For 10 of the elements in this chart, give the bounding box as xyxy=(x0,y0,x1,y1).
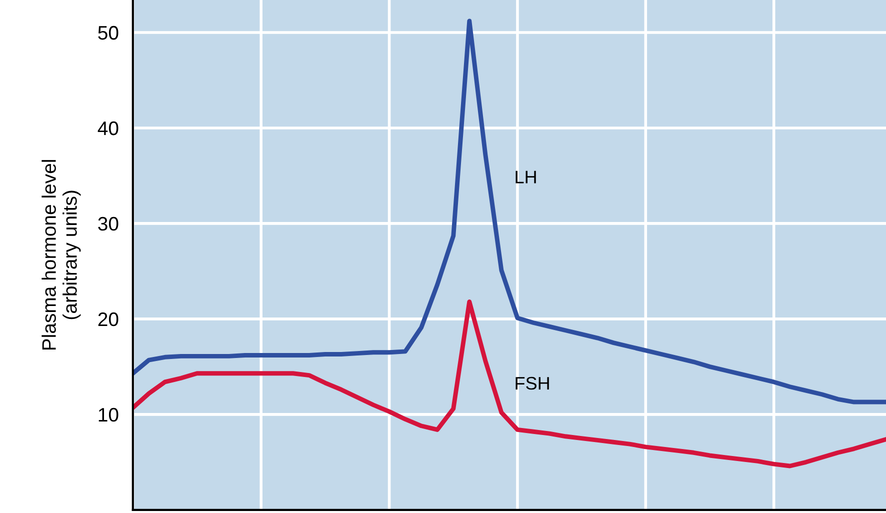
y-axis-title: Plasma hormone level (arbitrary units) xyxy=(42,160,81,350)
line-series xyxy=(132,18,886,404)
line-series xyxy=(132,300,886,468)
y-tick-label: 40 xyxy=(98,121,118,136)
y-tick-label: 30 xyxy=(98,216,118,231)
y-tick-label: 10 xyxy=(98,408,118,422)
series-label: LH xyxy=(516,170,536,184)
y-tick-label: 50 xyxy=(98,26,118,40)
y-tick-label: 20 xyxy=(98,312,118,326)
series-label: FSH xyxy=(516,376,549,390)
